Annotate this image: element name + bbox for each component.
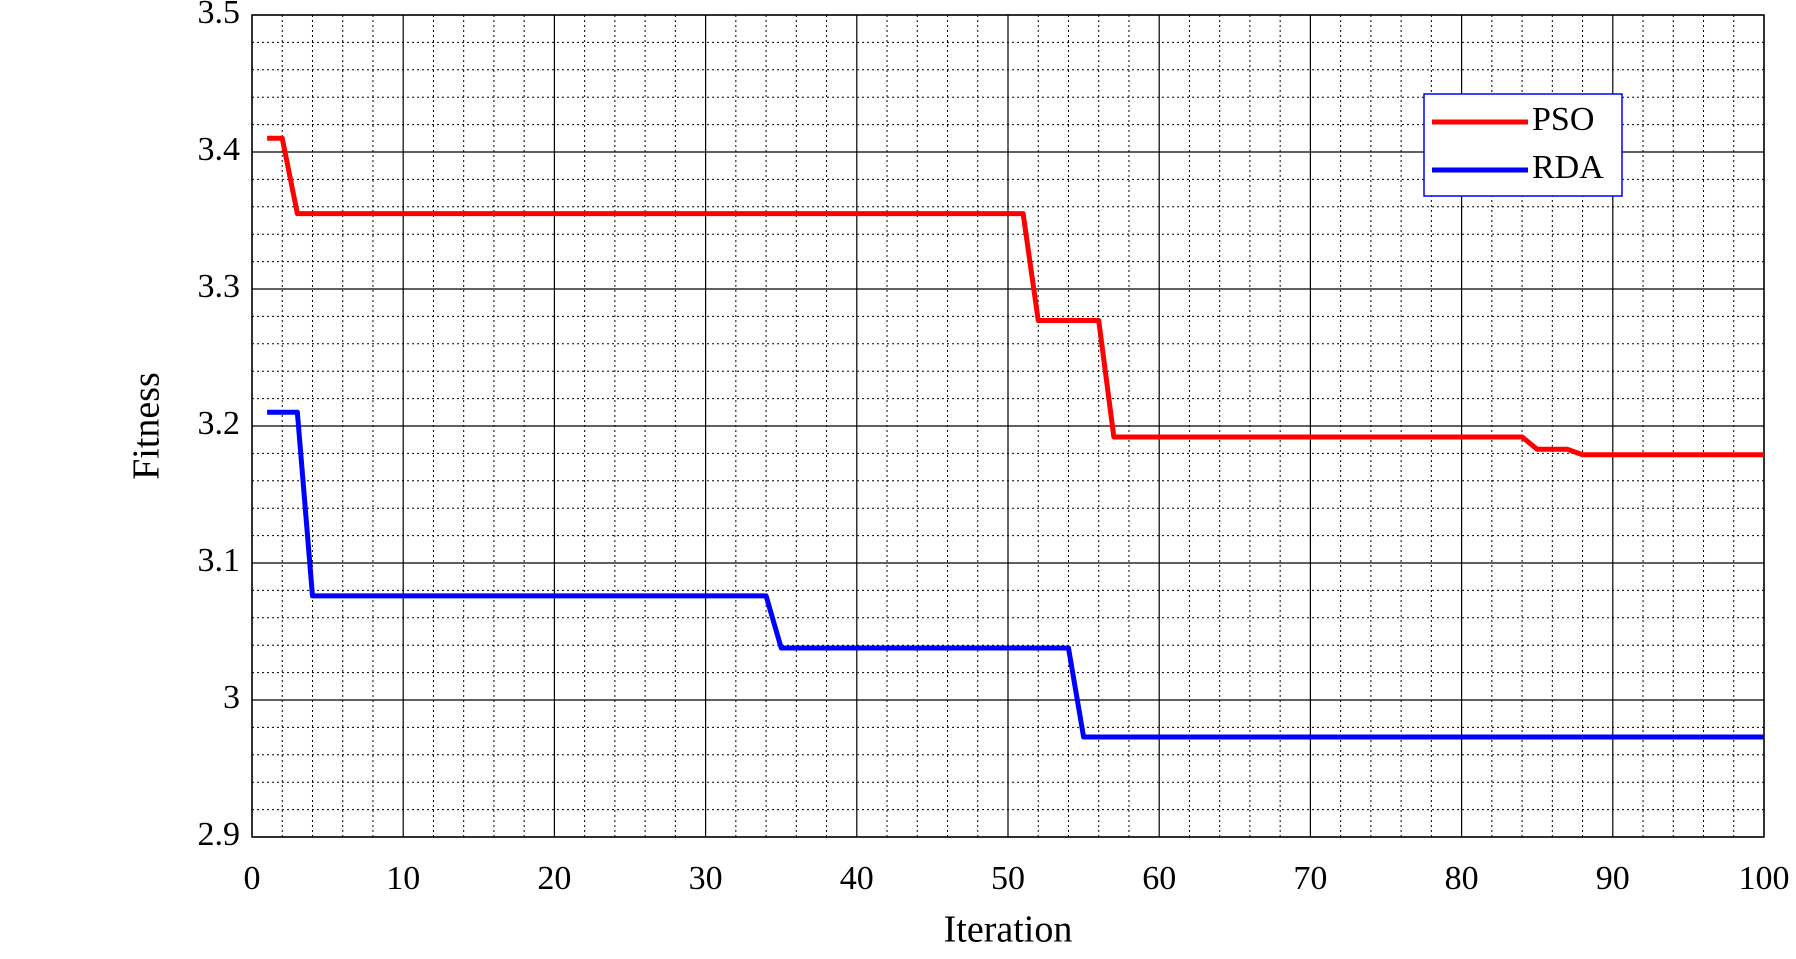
y-tick-label: 3.3	[198, 268, 241, 305]
y-tick-label: 3	[223, 679, 240, 716]
legend-box	[1423, 93, 1623, 197]
x-axis-label: Iteration	[944, 909, 1073, 951]
y-tick-label: 2.9	[198, 816, 241, 853]
y-tick-label: 3.5	[198, 0, 241, 31]
data-line	[267, 409, 1764, 740]
legend-label: PSO	[1532, 101, 1594, 138]
y-axis-label: Fitness	[126, 372, 168, 480]
x-tick-label: 90	[1596, 860, 1630, 897]
x-tick-label: 20	[537, 860, 571, 897]
x-tick-label: 60	[1142, 860, 1176, 897]
legend-label: RDA	[1532, 149, 1604, 186]
plot-frame	[251, 14, 1765, 838]
x-tick-label: 30	[689, 860, 723, 897]
x-tick-label: 50	[991, 860, 1025, 897]
data-line	[267, 135, 1764, 458]
x-tick-label: 70	[1293, 860, 1327, 897]
y-tick-label: 3.2	[198, 405, 241, 442]
y-tick-label: 3.4	[198, 131, 241, 168]
x-tick-label: 10	[386, 860, 420, 897]
x-tick-label: 100	[1739, 860, 1790, 897]
y-tick-label: 3.1	[198, 542, 241, 579]
x-tick-label: 80	[1445, 860, 1479, 897]
x-tick-label: 0	[244, 860, 261, 897]
x-tick-label: 40	[840, 860, 874, 897]
